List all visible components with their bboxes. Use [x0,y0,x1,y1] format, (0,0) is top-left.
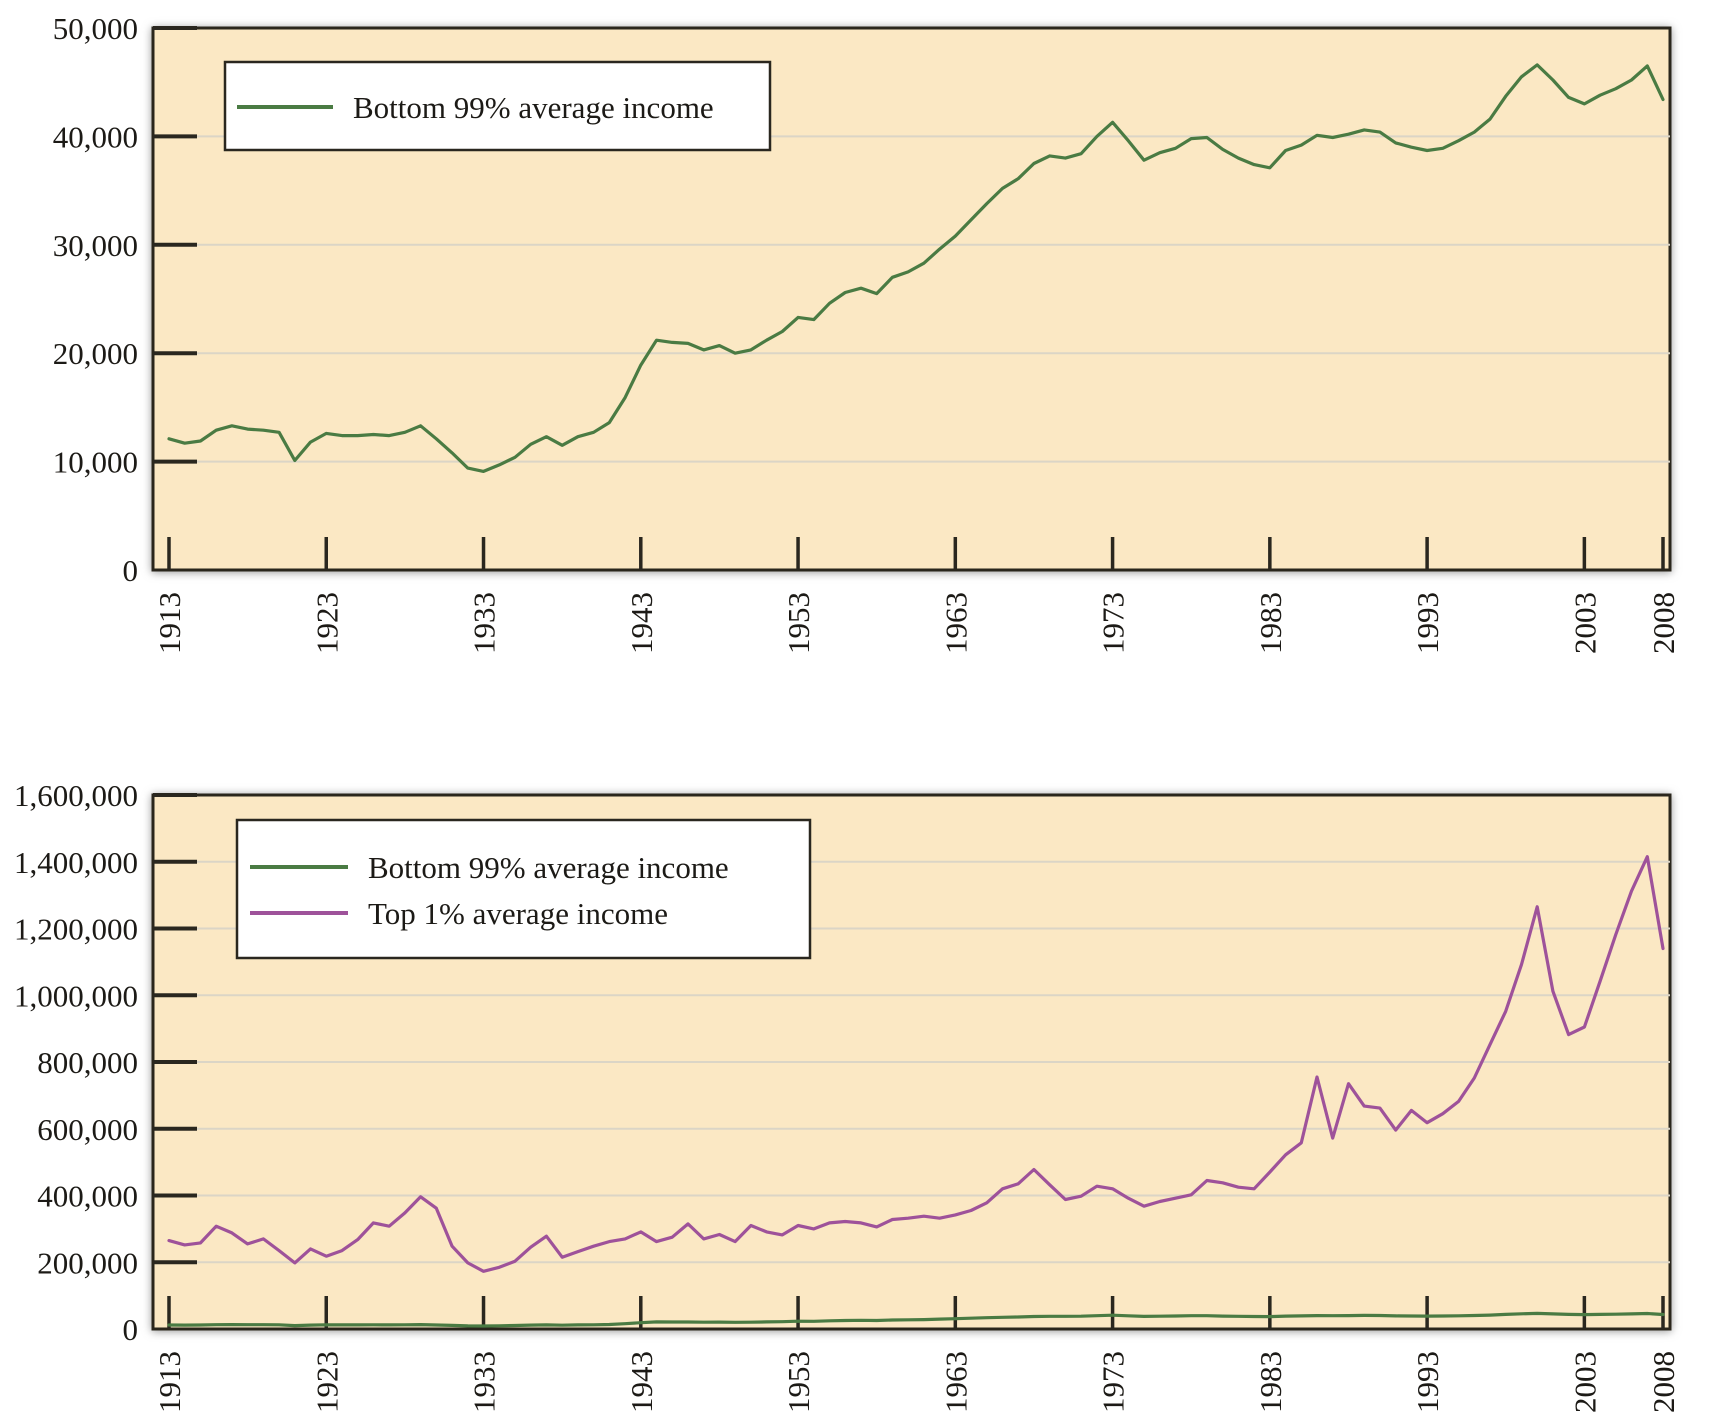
ticks-bottom [153,793,1665,1329]
x-tick-label: 1933 [467,1351,502,1413]
x-tick-label: 1973 [1096,592,1131,654]
x-tick-label: 2008 [1646,1351,1681,1413]
legend-bottom-chart: Bottom 99% average income Top 1% average… [235,818,812,960]
x-tick-label: 1983 [1253,592,1288,654]
legend-label-bottom99: Bottom 99% average income [353,90,714,125]
top1-line [167,855,1665,1273]
legend-label-bottom99: Bottom 99% average income [368,850,729,885]
y-tick-label: 1,000,000 [14,978,138,1013]
x-tick-label: 2003 [1567,1351,1602,1413]
gridlines-top [153,135,1670,463]
x-tick-label: 1993 [1410,592,1445,654]
x-tick-label: 1933 [467,592,502,654]
x-tick-label: 1923 [309,592,344,654]
y-tick-label: 200,000 [37,1245,138,1280]
x-tick-label: 1993 [1410,1351,1445,1413]
y-tick-label: 50,000 [53,11,138,46]
x-tick-label: 2008 [1646,592,1681,654]
x-tick-label: 1913 [152,1351,187,1413]
chart-bottom99-vs-top1: 0 200,000 400,000 600,000 800,000 1,000,000 1,… [14,778,1681,1413]
y-tick-label: 40,000 [53,119,138,154]
x-tick-label: 1943 [624,592,659,654]
x-tick-label: 1953 [781,1351,816,1413]
x-tick-label: 2003 [1567,592,1602,654]
y-tick-label: 10,000 [53,445,138,480]
bottom99-line [167,1311,1665,1328]
y-tick-label: 600,000 [37,1112,138,1147]
x-tick-label: 1973 [1096,1351,1131,1413]
y-tick-label: 1,200,000 [14,912,138,947]
x-tick-label: 1963 [938,1351,973,1413]
x-tick-label: 1923 [309,1351,344,1413]
legend-top-chart: Bottom 99% average income [223,60,772,152]
legend-box [235,818,812,960]
y-tick-label: 1,600,000 [14,778,138,813]
y-tick-label: 1,400,000 [14,845,138,880]
x-tick-label: 1953 [781,592,816,654]
y-tick-label: 0 [123,553,139,588]
y-tick-label: 0 [123,1312,139,1347]
y-tick-label: 400,000 [37,1179,138,1214]
x-tick-label: 1983 [1253,1351,1288,1413]
series-top [167,63,1665,473]
x-tick-label: 1913 [152,592,187,654]
x-tick-label: 1963 [938,592,973,654]
axis-labels-bottom: 0 200,000 400,000 600,000 800,000 1,000,000 1,… [14,778,1681,1413]
bottom99-line [167,63,1665,473]
y-tick-label: 800,000 [37,1045,138,1080]
x-tick-label: 1943 [624,1351,659,1413]
y-tick-label: 20,000 [53,336,138,371]
legend-label-top1: Top 1% average income [368,896,668,931]
ticks-top [153,26,1665,570]
y-tick-label: 30,000 [53,228,138,263]
axis-labels-top: 0 10,000 20,000 30,000 40,000 50,000 1913 1923 1… [53,11,1681,654]
series-bottom [167,855,1665,1328]
